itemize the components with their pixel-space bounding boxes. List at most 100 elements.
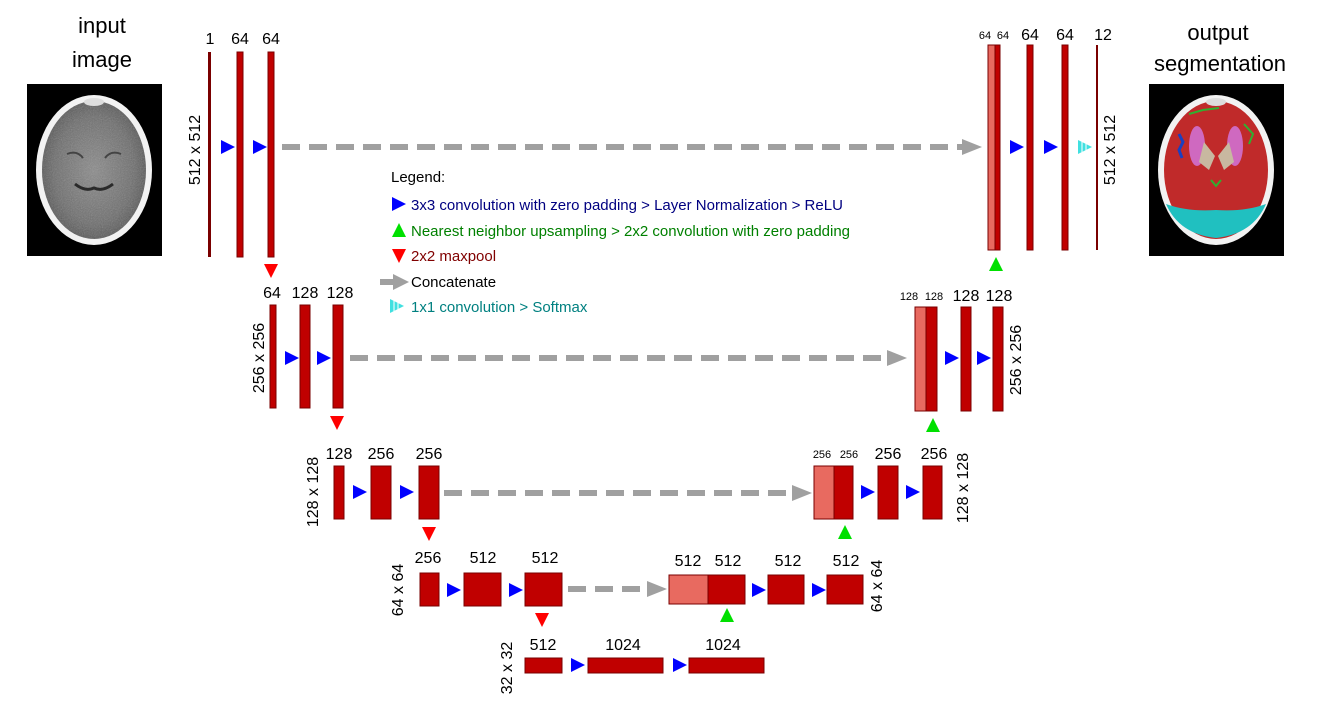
conv-arrow-enc2-a [285, 351, 299, 365]
feature-map-dec3-b [922, 465, 943, 520]
resolution-label-256-left: 256 x 256 [251, 323, 268, 393]
channel-label-dec2-0: 128 [900, 291, 918, 303]
conv-arrow-dec4-a [752, 583, 766, 597]
feature-map-enc3-b [418, 465, 440, 520]
maxpool-arrow-2 [330, 416, 344, 430]
maxpool-arrow-3 [422, 527, 436, 541]
channel-label-dec1-3: 64 [1056, 27, 1074, 44]
concat-arrowhead-level2 [887, 350, 907, 366]
conv-arrow-bottom-a [571, 658, 585, 672]
channel-label-dec4-2: 512 [775, 553, 802, 570]
channel-label-enc3-0: 128 [326, 446, 353, 463]
upsample-arrow-icon [392, 223, 406, 237]
channel-label-enc1-0: 1 [206, 31, 215, 48]
channel-label-bottom-1: 1024 [605, 637, 641, 654]
conv-arrow-dec2-b [977, 351, 991, 365]
conv-arrow-dec3-b [906, 485, 920, 499]
conv-arrow-enc4-b [509, 583, 523, 597]
conv-arrow-enc4-a [447, 583, 461, 597]
resolution-label-128-left: 128 x 128 [305, 457, 322, 527]
feature-map-enc2-input [269, 304, 277, 409]
conv-arrow-enc1-b [253, 140, 267, 154]
channel-label-dec1-4: 12 [1094, 27, 1112, 44]
legend-item-maxpool: 2x2 maxpool [411, 248, 496, 265]
feature-map-dec2-skip [914, 306, 927, 412]
feature-map-enc2-a [299, 304, 311, 409]
upsample-arrow-4 [720, 608, 734, 622]
conv-arrow-icon [392, 197, 406, 211]
feature-map-enc1-a [236, 51, 244, 258]
concat-arrow-icon [393, 274, 409, 290]
upsample-arrow-3 [838, 525, 852, 539]
feature-map-enc3-input [333, 465, 345, 520]
feature-map-enc1-input [208, 52, 211, 257]
conv-arrow-dec2-a [945, 351, 959, 365]
output-title-line1: output [1187, 20, 1248, 45]
upsample-arrow-1 [989, 257, 1003, 271]
concat-arrowhead-level3 [792, 485, 812, 501]
resolution-label-512-right: 512 x 512 [1102, 115, 1119, 185]
channel-label-dec4-3: 512 [833, 553, 860, 570]
resolution-label-128-right: 128 x 128 [955, 453, 972, 523]
channel-label-dec2-1: 128 [925, 291, 943, 303]
channel-label-dec1-0: 64 [979, 30, 991, 42]
feature-map-enc4-input [419, 572, 440, 607]
channel-label-dec4-0: 512 [675, 553, 702, 570]
legend-item-upsample: Nearest neighbor upsampling > 2x2 convol… [411, 223, 850, 240]
legend-item-softmax: 1x1 convolution > Softmax [411, 299, 588, 316]
legend-title: Legend: [391, 169, 445, 186]
maxpool-arrow-4 [535, 613, 549, 627]
feature-map-dec4-a [767, 574, 805, 605]
conv-arrow-dec1-a [1010, 140, 1024, 154]
resolution-label-256-right: 256 x 256 [1008, 325, 1025, 395]
channel-label-enc2-1: 128 [292, 285, 319, 302]
maxpool-arrow-icon [392, 249, 406, 263]
conv-arrow-dec1-b [1044, 140, 1058, 154]
feature-map-dec4-skip [668, 574, 709, 605]
feature-map-enc4-a [463, 572, 502, 607]
resolution-label-32: 32 x 32 [499, 642, 516, 695]
channel-label-enc4-0: 256 [415, 550, 442, 567]
feature-map-dec1-output [1096, 45, 1098, 250]
channel-label-enc1-2: 64 [262, 31, 280, 48]
channel-label-dec3-2: 256 [875, 446, 902, 463]
channel-label-dec2-3: 128 [986, 288, 1013, 305]
softmax-arrow [1078, 140, 1092, 154]
feature-map-dec3-skip [813, 465, 835, 520]
concat-arrowhead-level1 [962, 139, 982, 155]
channel-label-bottom-0: 512 [530, 637, 557, 654]
channel-label-enc1-1: 64 [231, 31, 249, 48]
conv-arrow-dec4-b [812, 583, 826, 597]
concat-arrowhead-level4 [647, 581, 667, 597]
feature-map-enc3-a [370, 465, 392, 520]
feature-map-dec1-a [1026, 44, 1034, 251]
conv-arrow-dec3-a [861, 485, 875, 499]
feature-map-bottom-input [524, 657, 563, 674]
channel-label-enc2-2: 128 [327, 285, 354, 302]
legend-item-concat: Concatenate [411, 274, 496, 291]
conv-arrow-enc1-a [221, 140, 235, 154]
channel-label-dec4-1: 512 [715, 553, 742, 570]
output-title-line2: segmentation [1154, 51, 1286, 76]
channel-label-dec3-0: 256 [813, 449, 831, 461]
channel-label-dec3-3: 256 [921, 446, 948, 463]
feature-map-enc4-b [524, 572, 563, 607]
feature-map-bottom-b [688, 657, 765, 674]
output-segmentation-image [1149, 84, 1284, 256]
resolution-label-512-left: 512 x 512 [187, 115, 204, 185]
channel-label-enc4-2: 512 [532, 550, 559, 567]
channel-label-dec2-2: 128 [953, 288, 980, 305]
feature-map-dec1-skip [987, 44, 996, 251]
channel-label-enc4-1: 512 [470, 550, 497, 567]
feature-map-enc2-b [332, 304, 344, 409]
feature-map-dec2-up [925, 306, 938, 412]
channel-label-dec3-1: 256 [840, 449, 858, 461]
feature-map-dec3-a [877, 465, 899, 520]
upsample-arrow-2 [926, 418, 940, 432]
resolution-label-64-left: 64 x 64 [390, 564, 407, 617]
input-ct-image [27, 84, 162, 256]
feature-map-dec4-up [707, 574, 746, 605]
feature-map-dec3-up [833, 465, 854, 520]
